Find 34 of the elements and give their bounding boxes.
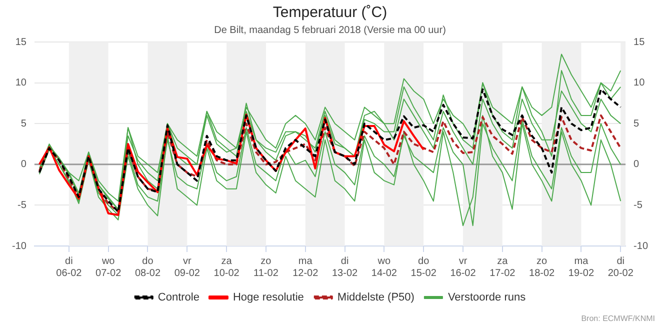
x-tick-label: vr 09-02 [174, 256, 200, 279]
y-tick-label: 15 [15, 36, 27, 48]
x-tick-label: ma 12-02 [292, 256, 319, 279]
x-tick-label: vr 16-02 [450, 256, 476, 279]
text: Bron: ECMWF/KNMI [581, 314, 655, 324]
y2-tick-label: 5 [634, 118, 640, 130]
x-tick-label: zo 11-02 [254, 256, 279, 279]
chart-title: Temperatuur (˚C) [272, 4, 388, 22]
x-tick-label: wo 07-02 [96, 256, 122, 279]
x-tick-label: do 08-02 [134, 256, 161, 279]
legend-label: Verstoorde runs [448, 292, 526, 304]
y2-tick-label: -10 [634, 240, 648, 252]
y2-tick-label: 15 [634, 36, 646, 48]
x-tick-label: wo 14-02 [371, 256, 398, 279]
y-tick-label: -10 [12, 240, 27, 252]
x-tick-label: zo 18-02 [529, 256, 556, 279]
x-tick-label: za 17-02 [490, 256, 516, 279]
x-tick-label: za 10-02 [214, 256, 240, 279]
y2-tick-label: 10 [634, 78, 646, 89]
y2-tick-label: 0 [634, 159, 640, 170]
chart-subtitle: De Bilt, maandag 5 februari 2018 (Versie ma 00 uur) [214, 24, 446, 36]
x-tick-label: do 15-02 [410, 256, 437, 279]
x-tick-label: di 20-02 [608, 256, 634, 279]
y-tick-label: 10 [15, 78, 27, 89]
x-tick-label: di 13-02 [332, 256, 358, 279]
legend-label: Controle [158, 292, 200, 304]
legend-label: Middelste (P50) [337, 292, 414, 304]
x-tick-label: ma 19-02 [568, 256, 594, 279]
legend-label: Hoge resolutie [232, 292, 304, 304]
x-tick-label: di 06-02 [56, 256, 82, 279]
y2-tick-label: -5 [634, 200, 643, 211]
y-tick-label: -5 [18, 200, 27, 211]
y-tick-label: 0 [20, 159, 27, 170]
y-tick-label: 5 [20, 118, 27, 130]
